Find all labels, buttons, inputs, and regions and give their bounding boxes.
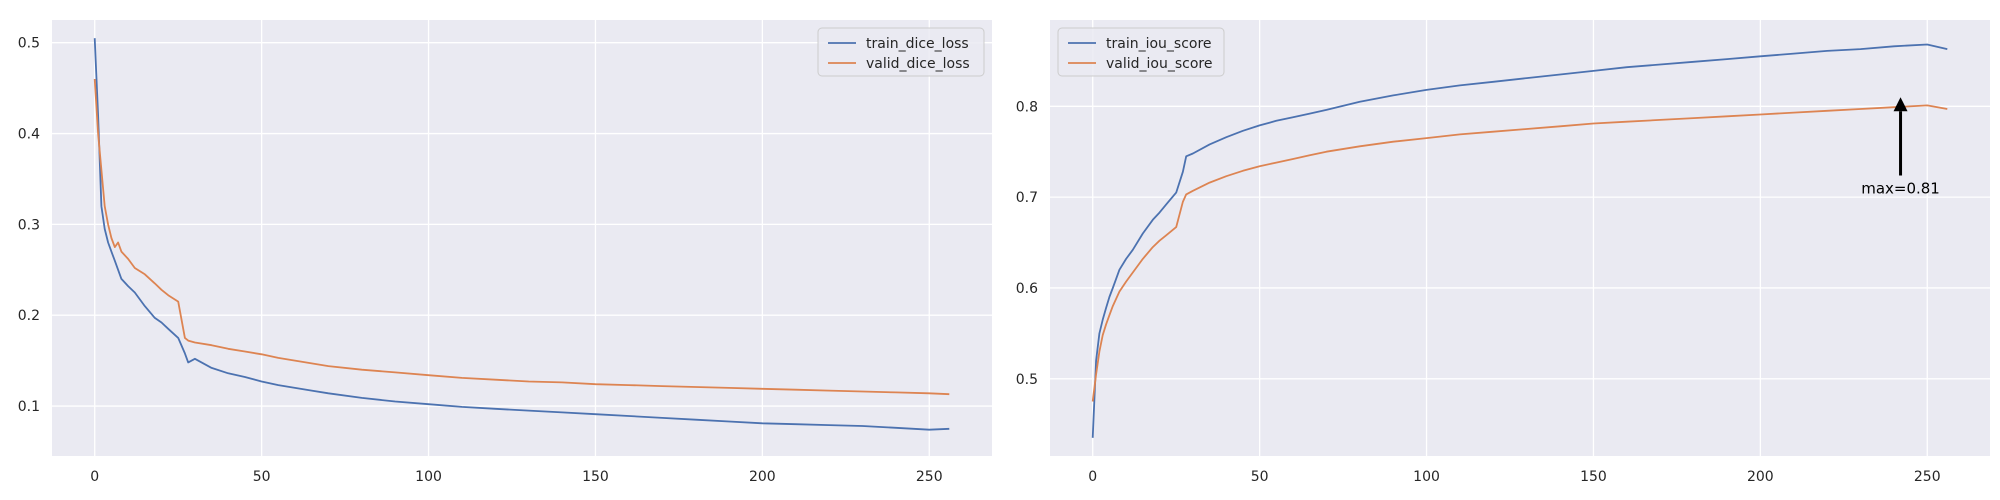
legend-label: valid_iou_score — [1106, 56, 1212, 72]
plot-area — [52, 20, 992, 456]
series-line-train-dice-loss — [93, 38, 950, 431]
y-tick-label: 0.5 — [1016, 372, 1038, 388]
x-tick-label: 50 — [253, 469, 271, 485]
legend-box — [817, 27, 985, 77]
y-tick-label: 0.2 — [18, 308, 40, 324]
x-tick-label: 250 — [916, 469, 943, 485]
legend: train_dice_loss valid_dice_loss — [817, 27, 985, 77]
legend-label: valid_dice_loss — [866, 56, 970, 72]
y-tick-label: 0.8 — [1016, 99, 1038, 115]
x-tick-label: 150 — [582, 469, 609, 485]
x-tick-label: 250 — [1914, 469, 1941, 485]
legend-label: train_iou_score — [1106, 36, 1212, 52]
train-valid-iou-score-chart: 0 50 100 150 200 250 0.5 0.6 0.7 0.8 max=0.81 train… — [1016, 20, 1990, 485]
x-tick-label: 0 — [1088, 469, 1097, 485]
x-tick-label: 200 — [749, 469, 776, 485]
train-valid-dice-loss-chart: 0 50 100 150 200 250 0.1 0.2 0.3 0.4 0.5 train_dice… — [18, 20, 992, 485]
x-tick-label: 0 — [90, 469, 99, 485]
series-line-valid-dice-loss — [93, 78, 950, 396]
x-tick-label: 150 — [1580, 469, 1607, 485]
series-line-train-iou-score — [1091, 43, 1948, 438]
legend-label: train_dice_loss — [866, 36, 969, 52]
y-tick-label: 0.4 — [18, 127, 40, 143]
plot-area — [1050, 20, 1990, 456]
y-tick-label: 0.7 — [1016, 190, 1038, 206]
x-tick-label: 50 — [1251, 469, 1269, 485]
annotation-arrow-head — [1893, 97, 1908, 112]
legend-box — [1057, 27, 1225, 77]
annotation-label: max=0.81 — [1861, 180, 1940, 198]
y-tick-label: 0.3 — [18, 217, 40, 233]
x-tick-label: 100 — [415, 469, 442, 485]
x-tick-label: 200 — [1747, 469, 1774, 485]
y-tick-label: 0.5 — [18, 36, 40, 52]
series-line-valid-iou-score — [1091, 104, 1948, 402]
legend: train_iou_score valid_iou_score — [1057, 27, 1225, 77]
y-tick-label: 0.6 — [1016, 281, 1038, 297]
x-tick-label: 100 — [1413, 469, 1440, 485]
y-tick-label: 0.1 — [18, 399, 40, 415]
